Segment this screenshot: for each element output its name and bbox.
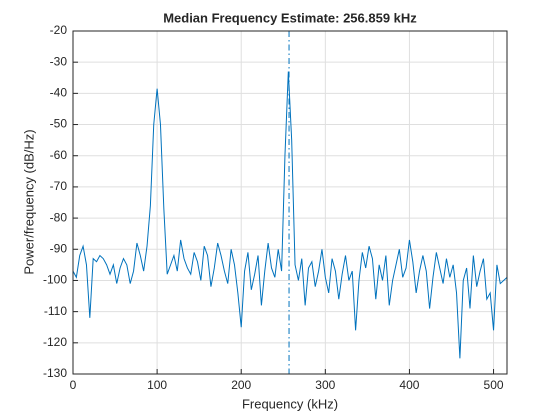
- y-tick-label: -90: [50, 241, 68, 255]
- series-line: [72, 71, 508, 359]
- y-tick-label: -70: [50, 179, 68, 193]
- plot-frame: [72, 30, 508, 375]
- x-tick-label: 0: [70, 378, 77, 392]
- y-tick-label: -30: [50, 54, 68, 68]
- y-tick-label: -40: [50, 86, 68, 100]
- x-tick-label: 300: [315, 378, 335, 392]
- x-tick-label: 200: [231, 378, 251, 392]
- x-tick-label: 100: [147, 378, 167, 392]
- y-tick-label: -20: [50, 23, 68, 37]
- y-tick-label: -120: [43, 335, 67, 349]
- x-tick-label: 400: [399, 378, 419, 392]
- y-tick-label: -110: [44, 304, 67, 318]
- y-tick-label: -130: [43, 366, 67, 380]
- y-tick-label: -60: [50, 148, 68, 162]
- chart-title: Median Frequency Estimate: 256.859 kHz: [163, 10, 417, 25]
- y-axis-label: Power/frequency (dB/Hz): [21, 129, 36, 274]
- x-axis-label: Frequency (kHz): [242, 396, 338, 411]
- x-tick-label: 500: [484, 378, 504, 392]
- y-tick-label: -80: [50, 210, 68, 224]
- y-tick-label: -100: [43, 273, 67, 287]
- y-tick-label: -50: [50, 117, 68, 131]
